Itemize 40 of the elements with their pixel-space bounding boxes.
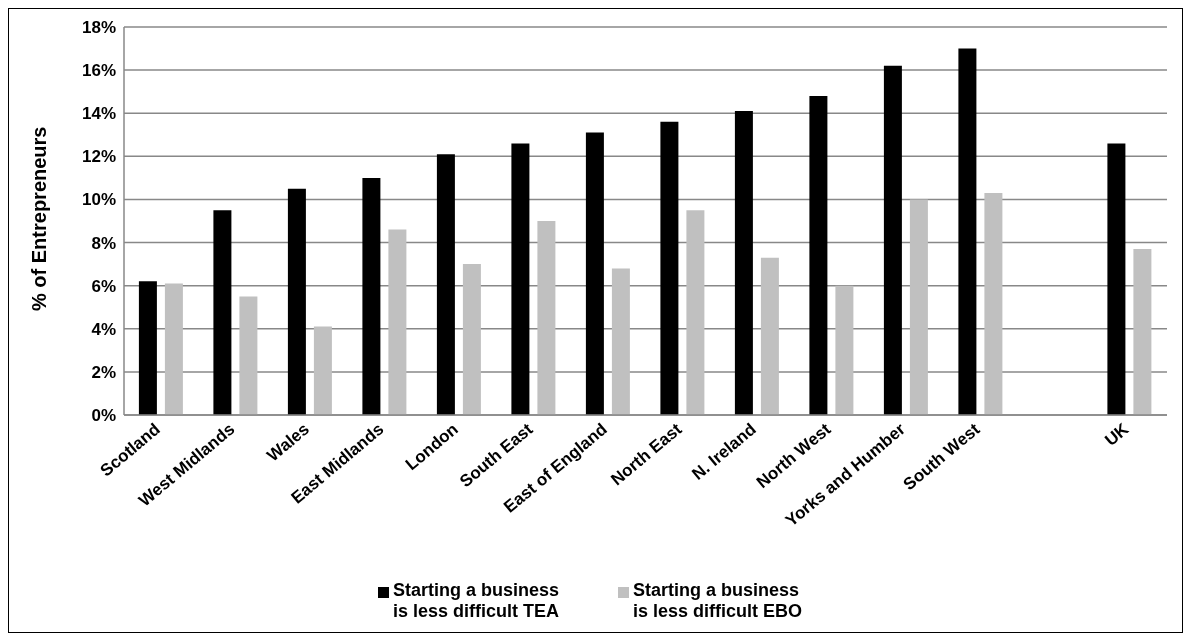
bar (809, 95, 828, 415)
bar (1107, 143, 1126, 415)
bar (287, 188, 306, 415)
y-tick-label: 12% (81, 147, 116, 167)
bar (313, 326, 332, 415)
bar (909, 199, 928, 415)
bar (511, 143, 530, 415)
bar (984, 192, 1003, 415)
x-tick-label: UK (1101, 419, 1133, 450)
y-axis-title: % of Entrepreneurs (28, 126, 51, 311)
legend-label: Starting a business is less difficult EBO (633, 580, 804, 622)
y-tick-label: 16% (81, 61, 116, 81)
y-tick-label: 10% (81, 190, 116, 210)
legend-label: Starting a business is less difficult TEA (393, 580, 561, 622)
bar (213, 210, 232, 415)
bar (436, 154, 455, 415)
y-tick-label: 0% (91, 406, 116, 426)
y-tick-label: 6% (91, 276, 116, 296)
bar (660, 121, 679, 415)
bar (686, 210, 705, 415)
y-tick-label: 2% (91, 362, 116, 382)
bar (734, 111, 753, 415)
bar (883, 65, 902, 415)
y-tick-label: 4% (91, 319, 116, 339)
bar (760, 257, 779, 415)
bar (164, 283, 183, 415)
bar (537, 221, 556, 415)
bar (362, 177, 381, 415)
y-tick-label: 8% (91, 233, 116, 253)
bar (138, 281, 157, 415)
bar (958, 48, 977, 415)
bar (835, 285, 854, 415)
bar (239, 296, 258, 415)
bar (388, 229, 407, 415)
bar (611, 268, 630, 415)
y-tick-label: 18% (81, 18, 116, 38)
bar (585, 132, 604, 415)
bar (462, 264, 481, 415)
bar (1133, 249, 1152, 415)
y-tick-label: 14% (81, 104, 116, 124)
